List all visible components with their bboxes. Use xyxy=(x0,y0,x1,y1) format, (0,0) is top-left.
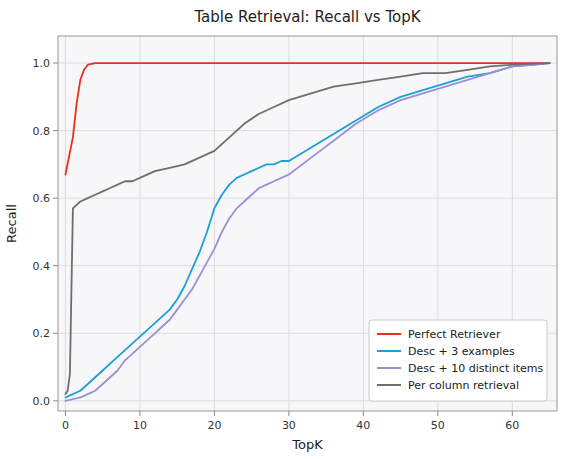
grid-line xyxy=(363,36,364,411)
grid-line xyxy=(214,36,215,411)
tick-label: 20 xyxy=(207,419,221,432)
tick-mark xyxy=(53,198,58,199)
tick-mark xyxy=(53,63,58,64)
tick-label: 30 xyxy=(282,419,296,432)
legend-label: Desc + 10 distinct items xyxy=(408,362,544,375)
tick-label: 0.8 xyxy=(33,125,51,138)
plot-frame xyxy=(58,36,557,411)
plot-area xyxy=(58,36,557,411)
tick-label: 10 xyxy=(133,419,147,432)
y-axis-label: Recall xyxy=(4,204,19,243)
tick-mark xyxy=(65,411,66,416)
tick-mark xyxy=(53,333,58,334)
legend-box xyxy=(369,320,547,401)
grid-line xyxy=(58,198,557,199)
legend-label: Desc + 3 examples xyxy=(408,345,515,358)
tick-label: 0.2 xyxy=(33,327,51,340)
x-axis-label: TopK xyxy=(291,437,323,452)
tick-label: 50 xyxy=(431,419,445,432)
tick-label: 0.6 xyxy=(33,192,51,205)
series-group xyxy=(65,63,549,401)
grid xyxy=(58,36,557,411)
grid-line xyxy=(139,36,140,411)
legend-swatch xyxy=(377,333,401,335)
tick-label: 1.0 xyxy=(33,57,51,70)
legend: Perfect Retriever Desc + 3 examples Desc +… xyxy=(369,320,547,401)
grid-line xyxy=(58,130,557,131)
axes: 0.0 0.2 0.4 0.6 0.8 1.0 0 10 20 30 40 50 60 xyxy=(33,36,558,432)
tick-label: 0 xyxy=(62,419,69,432)
series-line xyxy=(65,63,549,401)
tick-mark xyxy=(437,411,438,416)
grid-line xyxy=(65,36,66,411)
tick-label: 0.0 xyxy=(33,395,51,408)
legend-swatch xyxy=(377,384,401,386)
tick-mark xyxy=(288,411,289,416)
tick-mark xyxy=(363,411,364,416)
grid-line xyxy=(58,265,557,266)
title: Table Retrieval: Recall vs TopK xyxy=(193,8,421,26)
tick-mark xyxy=(214,411,215,416)
legend-swatch xyxy=(377,350,401,352)
series-line xyxy=(65,63,549,174)
tick-mark xyxy=(53,265,58,266)
legend-label: Per column retrieval xyxy=(408,379,519,392)
legend-label: Perfect Retriever xyxy=(408,328,501,341)
series-line xyxy=(65,63,549,394)
tick-mark xyxy=(512,411,513,416)
tick-label: 60 xyxy=(505,419,519,432)
tick-label: 0.4 xyxy=(33,260,51,273)
tick-label: 40 xyxy=(356,419,370,432)
grid-line xyxy=(288,36,289,411)
tick-mark xyxy=(53,400,58,401)
chart: 0.0 0.2 0.4 0.6 0.8 1.0 0 10 20 30 40 50 60 Table Ret… xyxy=(0,0,571,459)
tick-mark xyxy=(53,130,58,131)
tick-mark xyxy=(139,411,140,416)
legend-swatch xyxy=(377,367,401,369)
